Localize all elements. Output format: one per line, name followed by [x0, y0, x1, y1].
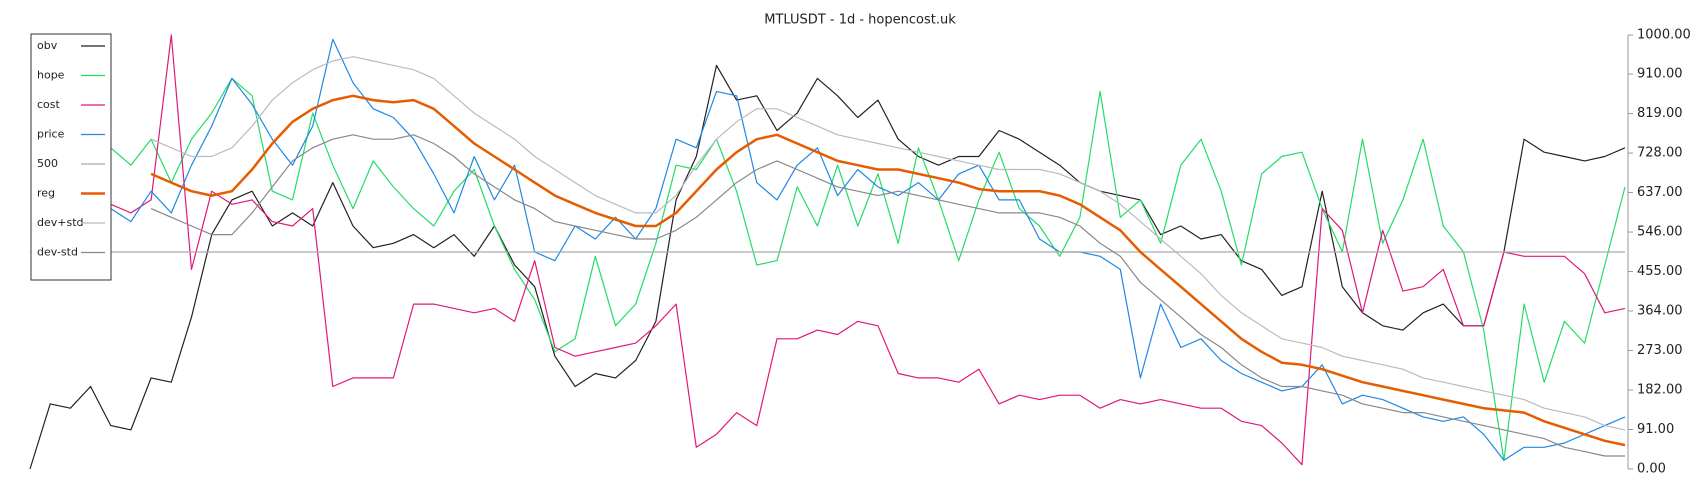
- series-line: [150, 94, 1626, 447]
- y-tick-label: 546.00: [1637, 225, 1683, 240]
- legend-label: price: [37, 128, 65, 141]
- y-tick-label: 455.00: [1637, 264, 1683, 279]
- y-tick-label: 910.00: [1637, 67, 1683, 82]
- y-tick-label: 364.00: [1637, 304, 1683, 319]
- series-line: [110, 34, 1626, 466]
- legend-label: cost: [37, 98, 61, 111]
- legend-label: reg: [37, 187, 55, 200]
- y-tick-label: 91.00: [1637, 422, 1674, 437]
- y-tick-label: 819.00: [1637, 106, 1683, 121]
- legend-label: dev+std: [37, 216, 84, 229]
- series-line: [110, 38, 1626, 461]
- legend-label: 500: [37, 157, 58, 170]
- legend-label: obv: [37, 39, 58, 52]
- series-line: [29, 64, 1626, 470]
- y-tick-label: 0.00: [1637, 462, 1666, 477]
- legend-label: dev-std: [37, 246, 78, 259]
- series-line: [110, 77, 1626, 461]
- series-line: [150, 56, 1626, 431]
- legend-label: hope: [37, 69, 65, 82]
- series-line: [150, 134, 1625, 457]
- chart-title: MTLUSDT - 1d - hopencost.uk: [764, 13, 956, 28]
- y-tick-label: 273.00: [1637, 343, 1683, 358]
- plot-lines: [29, 34, 1626, 470]
- y-tick-label: 637.00: [1637, 185, 1683, 200]
- y-tick-label: 1000.00: [1637, 28, 1691, 43]
- y-tick-label: 728.00: [1637, 146, 1683, 161]
- y-tick-label: 182.00: [1637, 383, 1683, 398]
